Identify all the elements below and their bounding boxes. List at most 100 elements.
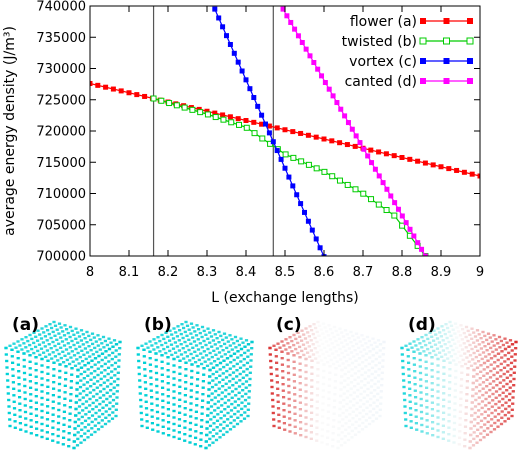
spin-arrow — [57, 408, 61, 412]
spin-arrow — [268, 346, 272, 350]
x-tick-label: 8.3 — [197, 265, 218, 280]
spin-arrow — [300, 349, 304, 353]
vertical-markers — [152, 6, 274, 256]
spin-arrow — [172, 403, 176, 406]
spin-arrow — [39, 347, 44, 350]
spin-arrow — [213, 409, 217, 412]
spin-arrow — [481, 341, 485, 344]
spin-arrow — [248, 371, 252, 374]
spin-arrow — [137, 366, 141, 369]
data-point — [224, 33, 229, 39]
spin-arrow — [304, 416, 308, 419]
spin-arrow — [431, 427, 435, 430]
spin-arrow — [310, 359, 314, 362]
data-point — [365, 153, 371, 159]
spin-arrow — [281, 376, 285, 379]
data-point — [212, 6, 218, 12]
spin-arrow — [428, 351, 432, 355]
spin-arrow — [32, 331, 36, 334]
spin-arrow — [491, 399, 495, 402]
spin-arrow — [217, 381, 222, 384]
spin-arrow — [472, 431, 476, 434]
spin-arrow — [320, 421, 325, 425]
spin-arrow — [88, 391, 92, 394]
spin-arrow — [40, 327, 44, 330]
spin-arrow — [11, 361, 15, 364]
spin-arrow — [46, 385, 50, 388]
spin-arrow — [447, 394, 451, 397]
x-tick-label: 8.1 — [119, 265, 140, 280]
spin-arrow — [240, 407, 244, 411]
spin-arrow — [507, 345, 511, 348]
data-point — [309, 227, 315, 233]
spin-arrow — [317, 355, 321, 358]
spin-arrow — [110, 417, 115, 420]
spin-arrow — [182, 357, 186, 360]
data-point — [282, 151, 289, 158]
spin-arrow — [90, 420, 94, 424]
data-point — [227, 114, 233, 120]
y-tick-label: 710000 — [36, 187, 86, 202]
spin-arrow — [349, 351, 354, 354]
spin-arrow — [504, 395, 508, 398]
spin-arrow — [347, 419, 352, 422]
spin-arrow — [5, 359, 9, 363]
spin-arrow — [378, 355, 382, 358]
spin-arrow — [116, 371, 120, 374]
spin-arrow — [74, 327, 78, 330]
spin-arrow — [412, 357, 416, 360]
spin-arrow — [239, 413, 243, 417]
spin-arrow — [483, 417, 487, 420]
spin-arrow — [340, 431, 344, 434]
spin-arrow — [298, 369, 302, 372]
spin-arrow — [29, 432, 33, 435]
spin-arrow — [481, 387, 485, 390]
spin-arrow — [321, 322, 326, 325]
data-point — [259, 135, 266, 142]
spin-arrow — [160, 367, 164, 370]
spin-arrow — [280, 340, 284, 343]
spin-arrow — [488, 376, 493, 379]
spin-arrow — [328, 378, 332, 381]
spin-arrow — [347, 426, 351, 429]
spin-arrow — [470, 327, 474, 330]
spin-arrow — [464, 325, 469, 329]
spin-arrow — [215, 337, 219, 340]
spin-arrow — [458, 344, 463, 347]
spin-arrow — [302, 353, 306, 357]
spin-arrow — [436, 357, 440, 361]
spin-arrow — [402, 385, 406, 389]
spin-arrow — [200, 335, 204, 339]
data-point — [220, 112, 226, 118]
spin-arrow — [400, 346, 404, 350]
spin-arrow — [316, 361, 320, 364]
spin-arrow — [332, 406, 336, 409]
data-point — [220, 116, 227, 123]
spin-arrow — [148, 350, 152, 353]
spin-arrow — [493, 415, 497, 418]
spin-arrow — [86, 429, 90, 433]
spin-arrow — [502, 372, 506, 376]
spin-arrow — [18, 422, 22, 425]
spin-arrow — [10, 348, 14, 351]
spin-arrow — [321, 395, 325, 399]
spin-arrow — [199, 425, 204, 428]
data-point — [403, 220, 409, 226]
spin-arrow — [501, 397, 505, 401]
spin-arrow — [376, 386, 380, 389]
legend-marker — [443, 78, 450, 84]
spin-arrow — [374, 417, 379, 420]
spin-arrow — [503, 354, 507, 357]
spin-arrow — [371, 420, 375, 423]
spin-arrow — [407, 381, 411, 384]
spin-arrow — [340, 424, 345, 428]
spin-arrow — [23, 410, 28, 414]
spin-arrow — [353, 378, 357, 381]
spin-arrow — [313, 336, 317, 340]
spin-arrow — [234, 394, 238, 397]
spin-arrow — [166, 401, 170, 404]
spin-arrow — [164, 331, 168, 334]
data-point — [315, 66, 321, 72]
legend-marker — [443, 58, 450, 64]
spin-arrow — [282, 402, 286, 405]
